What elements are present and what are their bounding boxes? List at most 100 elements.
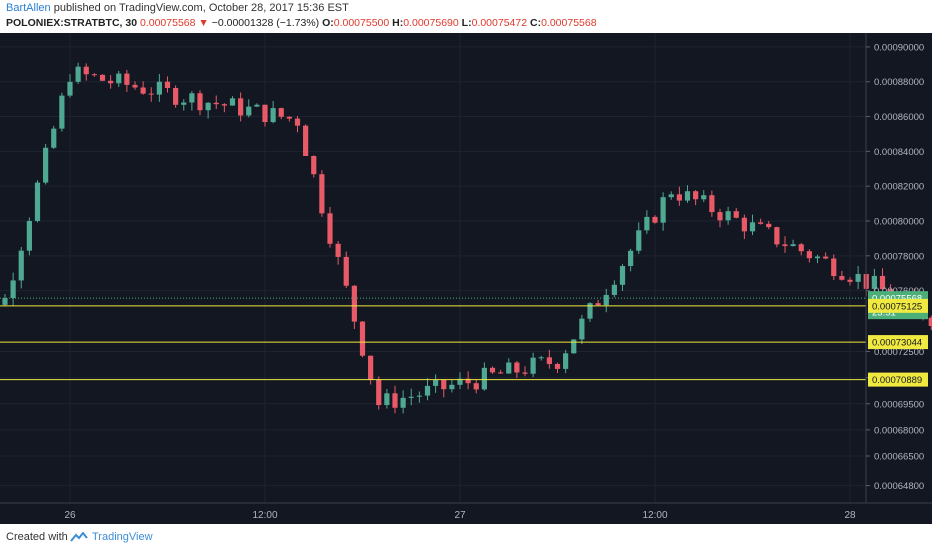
level-tag: 0.00070889: [872, 375, 922, 386]
published-text: published on TradingView.com, October 28…: [53, 2, 349, 14]
candle-body: [303, 125, 309, 157]
candle-body: [10, 280, 16, 299]
candle-body: [619, 266, 626, 285]
candle-body: [189, 93, 195, 103]
candle-body: [660, 197, 666, 223]
candle-body: [433, 379, 439, 386]
candle-body: [709, 195, 715, 213]
level-tag: 0.00075125: [872, 301, 922, 312]
candle-body: [51, 128, 57, 148]
level-tag-bg: [868, 335, 928, 350]
candle-body: [693, 191, 699, 200]
candle-body: [847, 279, 853, 282]
time-tick-label: 27: [454, 510, 466, 521]
candle-body: [522, 372, 528, 374]
candle-body: [839, 276, 845, 280]
candle-body: [335, 243, 341, 257]
candle-body: [262, 104, 268, 123]
grid: [0, 33, 866, 503]
high-label: H:: [392, 17, 404, 29]
chart-background: [0, 33, 932, 524]
candle-body: [449, 384, 455, 390]
candle-body: [327, 213, 333, 244]
candle-body: [530, 357, 536, 374]
candle-body: [278, 108, 284, 117]
price-tick-label: 0.00072500: [874, 347, 924, 358]
candle-body: [34, 182, 41, 221]
candle-body: [603, 294, 609, 306]
price-tick-label: 0.00078000: [874, 251, 924, 262]
candle-body: [457, 378, 463, 385]
candle-body: [140, 87, 146, 94]
candle-body: [701, 195, 707, 200]
tradingview-brand[interactable]: TradingView: [92, 531, 153, 543]
time-tick-label: 28: [844, 510, 856, 521]
candle-body: [774, 227, 780, 245]
candle-body: [668, 194, 674, 198]
price-tick-label: 0.00080000: [874, 217, 924, 228]
candle-body: [579, 318, 585, 340]
down-triangle-icon: ▼: [198, 17, 209, 29]
candle-body: [481, 367, 487, 390]
candle-body: [473, 383, 479, 390]
candle-body: [359, 321, 366, 356]
candle-body: [465, 378, 471, 384]
candle-body: [254, 104, 260, 107]
open-label: O:: [322, 17, 334, 29]
price-tick-label: 0.00084000: [874, 147, 924, 158]
candle-body: [408, 396, 414, 398]
candle-body: [400, 397, 406, 408]
low-label: L:: [461, 17, 472, 29]
candle-body: [749, 222, 756, 232]
price-tick-label: 0.00068000: [874, 425, 924, 436]
candle-body: [124, 73, 130, 85]
candle-body: [132, 84, 138, 88]
candle-body: [59, 95, 65, 129]
candle-body: [782, 244, 788, 247]
candle-body: [67, 81, 73, 96]
close-value: 0.00075568: [541, 17, 597, 29]
candle-body: [644, 216, 650, 231]
candle-body: [26, 220, 32, 251]
candle-body: [75, 66, 81, 82]
level-tag-bg: [868, 298, 928, 313]
candle-body: [229, 98, 236, 106]
candle-body: [319, 174, 325, 214]
candle-body: [611, 284, 617, 295]
candle-body: [823, 256, 829, 259]
candle-body: [221, 104, 227, 106]
candle-body: [725, 211, 731, 221]
candle-body: [514, 362, 520, 373]
candle-body: [628, 250, 634, 267]
candle-body: [205, 102, 211, 111]
symbol-label: POLONIEX:STRATBTC, 30: [6, 17, 138, 29]
price-chart[interactable]: 0.00090000 0.00088000 0.00086000 0.00084000…: [0, 33, 932, 524]
candle-body: [758, 222, 764, 224]
candle-body: [766, 223, 772, 228]
candle-body: [571, 339, 577, 354]
price-tags: 0.0007556823:510.000751250.000730440.000…: [868, 291, 928, 387]
candle-body: [91, 74, 97, 76]
candle-body: [790, 244, 796, 247]
candle-body: [684, 191, 691, 201]
candle-body: [441, 379, 447, 390]
candle-body: [108, 80, 114, 84]
candle-body: [928, 317, 932, 326]
candle-body: [676, 194, 682, 201]
candle-body: [213, 102, 219, 105]
candle-body: [806, 251, 812, 259]
publish-line: BartAllen published on TradingView.com, …: [6, 2, 349, 14]
candle-body: [741, 217, 747, 232]
candle-body: [871, 275, 877, 289]
candle-body: [116, 73, 122, 84]
candle-body: [173, 88, 179, 105]
candle-body: [148, 93, 154, 95]
high-value: 0.00075690: [403, 17, 459, 29]
candle-body: [798, 244, 804, 252]
countdown-tag: 23:51: [872, 308, 896, 319]
tradingview-logo-icon: [70, 532, 88, 542]
author-link[interactable]: BartAllen: [6, 2, 51, 14]
candle-body: [506, 362, 512, 374]
candle-body: [43, 147, 49, 183]
